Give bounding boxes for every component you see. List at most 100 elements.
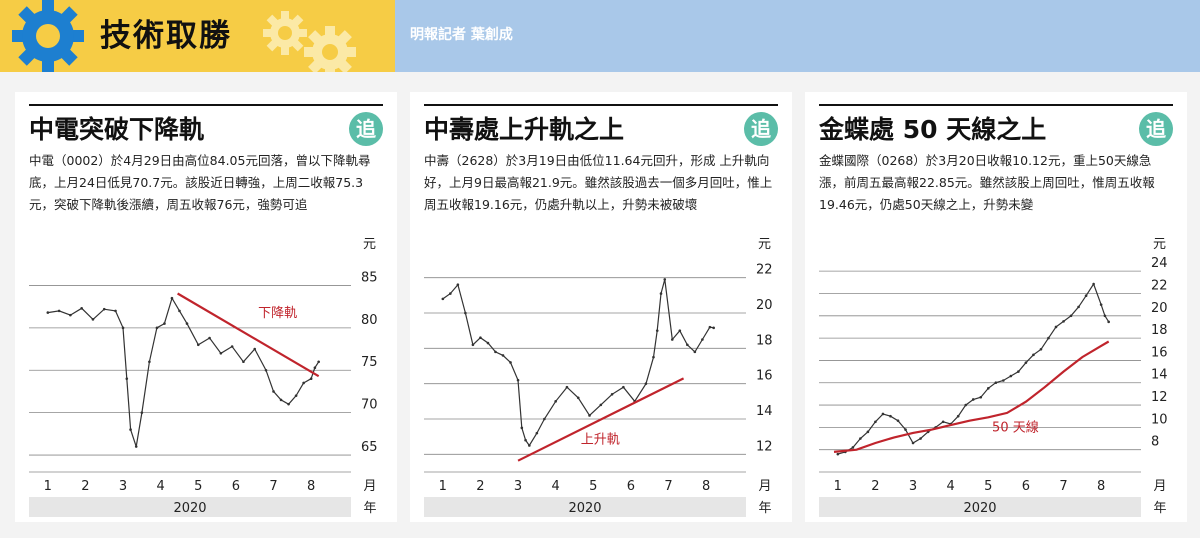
price-point bbox=[701, 338, 704, 341]
price-point bbox=[1032, 353, 1035, 357]
price-point bbox=[501, 354, 505, 357]
price-point bbox=[554, 400, 557, 403]
price-point bbox=[449, 292, 452, 295]
y-unit-label: 元 bbox=[758, 237, 771, 252]
price-point bbox=[1017, 370, 1020, 373]
price-point bbox=[524, 438, 527, 442]
x-tick-label: 8 bbox=[1097, 479, 1105, 494]
follow-badge: 追 bbox=[744, 112, 778, 146]
x-tick-label: 1 bbox=[439, 479, 447, 494]
price-point bbox=[919, 437, 922, 440]
price-point bbox=[1002, 379, 1005, 382]
x-tick-label: 6 bbox=[627, 479, 635, 494]
x-axis-title-suffix: 年 bbox=[758, 501, 771, 516]
price-point bbox=[185, 322, 189, 325]
price-point bbox=[599, 403, 603, 407]
gear-icon bbox=[304, 26, 356, 72]
y-tick-label: 75 bbox=[361, 355, 378, 370]
price-point bbox=[576, 396, 580, 400]
ma-50-label: 50 天線 bbox=[992, 419, 1039, 435]
price-point bbox=[102, 307, 106, 311]
panel-body: 中電（0002）於4月29日由高位84.05元回落，曾以下降軌尋底，上月24日低… bbox=[29, 153, 371, 212]
x-tick-label: 6 bbox=[232, 479, 240, 494]
price-point bbox=[287, 402, 290, 406]
reporter-byline: 明報記者 葉創成 bbox=[410, 27, 513, 43]
price-point bbox=[588, 414, 591, 417]
price-point bbox=[317, 360, 320, 364]
panel-body: 金蝶國際（0268）於3月20日收報10.12元，重上50天線急漲，前周五最高報… bbox=[819, 153, 1155, 212]
ma-50-line bbox=[833, 340, 1110, 453]
price-point bbox=[712, 326, 715, 330]
price-point bbox=[986, 387, 990, 390]
y-tick-label: 20 bbox=[756, 298, 773, 313]
y-tick-label: 70 bbox=[361, 398, 378, 413]
y-tick-label: 14 bbox=[1151, 368, 1168, 383]
panel-title: 中電突破下降軌 bbox=[29, 115, 205, 144]
price-point bbox=[1099, 303, 1103, 306]
x-axis-title: 2020 bbox=[963, 501, 996, 516]
x-tick-label: 4 bbox=[947, 479, 955, 494]
price-point bbox=[509, 361, 512, 364]
price-point bbox=[896, 419, 900, 422]
price-point bbox=[964, 403, 968, 407]
gear-icon bbox=[263, 11, 307, 55]
price-point bbox=[535, 431, 539, 435]
price-series-line bbox=[442, 279, 714, 447]
price-point bbox=[874, 420, 877, 424]
x-tick-label: 2 bbox=[476, 479, 484, 494]
price-point bbox=[125, 377, 129, 381]
price-point bbox=[279, 398, 283, 402]
price-point bbox=[230, 345, 234, 348]
price-point bbox=[1092, 282, 1095, 286]
x-unit-label: 月 bbox=[363, 479, 376, 494]
y-tick-label: 16 bbox=[1151, 345, 1168, 360]
price-point bbox=[655, 329, 659, 332]
x-tick-label: 3 bbox=[909, 479, 917, 494]
panel-rule bbox=[29, 104, 383, 106]
price-point bbox=[309, 377, 313, 381]
stock-panel-0002: 中電突破下降軌 追 中電（0002）於4月29日由高位84.05元回落，曾以下降… bbox=[15, 92, 397, 522]
header-blue-band bbox=[395, 0, 1200, 72]
price-point bbox=[1009, 374, 1013, 378]
price-point bbox=[479, 336, 482, 340]
y-tick-label: 8 bbox=[1151, 435, 1159, 450]
follow-badge: 追 bbox=[1139, 112, 1173, 146]
price-point bbox=[163, 322, 166, 325]
x-tick-label: 3 bbox=[119, 479, 127, 494]
price-point bbox=[464, 311, 467, 315]
price-point bbox=[456, 283, 460, 287]
price-point bbox=[91, 318, 95, 321]
price-point bbox=[294, 394, 298, 397]
x-tick-label: 4 bbox=[157, 479, 165, 494]
y-tick-label: 22 bbox=[1151, 278, 1168, 293]
price-point bbox=[859, 437, 862, 440]
trendline bbox=[177, 292, 320, 378]
year-band bbox=[424, 497, 746, 517]
price-point bbox=[889, 414, 892, 418]
price-point bbox=[543, 417, 546, 421]
x-tick-label: 1 bbox=[834, 479, 842, 494]
x-axis-title-suffix: 年 bbox=[363, 501, 376, 516]
price-point bbox=[1084, 294, 1088, 298]
x-axis-title-suffix: 年 bbox=[1153, 501, 1166, 516]
price-point bbox=[686, 343, 689, 347]
y-tick-label: 18 bbox=[1151, 323, 1168, 338]
x-tick-label: 6 bbox=[1022, 479, 1030, 494]
x-axis-title: 2020 bbox=[568, 501, 601, 516]
price-point bbox=[471, 343, 475, 347]
price-point bbox=[1062, 320, 1065, 323]
price-point bbox=[114, 309, 117, 313]
price-point bbox=[302, 381, 305, 385]
x-tick-label: 5 bbox=[194, 479, 202, 494]
x-tick-label: 7 bbox=[664, 479, 672, 494]
price-point bbox=[663, 278, 667, 281]
price-point bbox=[670, 338, 674, 341]
x-unit-label: 月 bbox=[758, 479, 771, 494]
year-band bbox=[29, 497, 351, 517]
price-point bbox=[1024, 361, 1028, 364]
price-point bbox=[219, 351, 223, 355]
price-point bbox=[516, 378, 520, 382]
price-point bbox=[881, 412, 885, 416]
y-tick-label: 20 bbox=[1151, 301, 1168, 316]
